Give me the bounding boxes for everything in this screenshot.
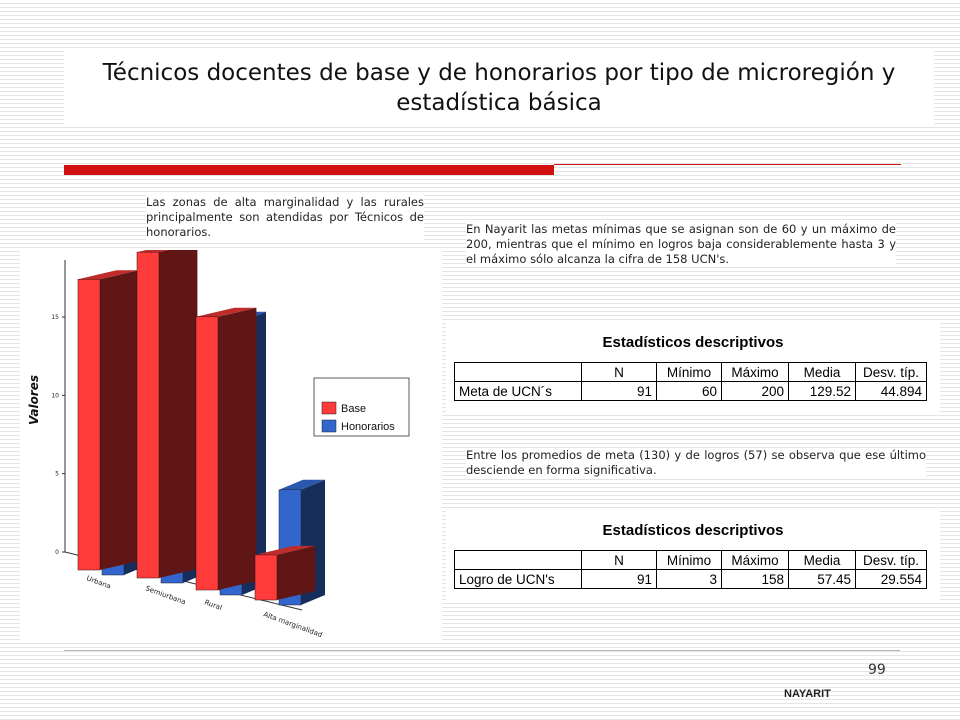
title-panel: Técnicos docentes de base y de honorario… <box>64 50 934 126</box>
bar-base-side <box>159 243 198 578</box>
cell-sd: 29.554 <box>855 569 927 589</box>
legend-label: Honorarios <box>341 421 395 433</box>
bar-base-side <box>277 545 316 600</box>
cell-sd: 44.894 <box>855 381 927 401</box>
cell-n: 91 <box>581 569 657 589</box>
legend-swatch <box>321 401 337 415</box>
cell-mean: 129.52 <box>788 381 856 401</box>
bar-base <box>195 316 219 591</box>
footer-divider <box>64 650 900 651</box>
y-tick-label: 0 <box>55 549 59 556</box>
x-tick-label: Urbana <box>85 574 112 590</box>
legend-label: Base <box>341 403 366 415</box>
bar-base-top <box>78 270 139 280</box>
y-tick-label: 15 <box>51 314 59 321</box>
table-row: Logro de UCN's 91 3 158 57.45 29.554 <box>454 569 927 589</box>
header-cell: N <box>581 550 657 570</box>
footer-label: NAYARIT <box>784 688 831 700</box>
bar-base <box>136 251 160 579</box>
header-cell: N <box>581 362 657 382</box>
row-label: Meta de UCN´s <box>454 381 582 401</box>
bar-base <box>254 554 278 601</box>
stats-table: N Mínimo Máximo Media Desv. típ. Logro d… <box>454 550 927 589</box>
table-header-row: N Mínimo Máximo Media Desv. típ. <box>454 362 927 382</box>
header-cell: Máximo <box>721 362 789 382</box>
x-tick-label: Semiurbana <box>144 584 186 606</box>
x-tick-label: Rural <box>203 598 223 612</box>
bar-base <box>77 279 101 571</box>
bar-base-side <box>100 270 139 570</box>
accent-bar <box>64 165 554 175</box>
bar-honorarios-top <box>279 479 325 490</box>
header-cell <box>454 362 582 382</box>
stats-table: N Mínimo Máximo Media Desv. típ. Meta de… <box>454 362 927 401</box>
cell-max: 158 <box>721 569 789 589</box>
chart-panel: 0 5 10 15 Valores Urbana Semiurbana Rural Alta m… <box>20 243 442 640</box>
cell-max: 200 <box>721 381 789 401</box>
cell-min: 60 <box>656 381 722 401</box>
header-cell <box>454 550 582 570</box>
note-bottom: Entre los promedios de meta (130) y de l… <box>466 448 926 478</box>
bar-base-top <box>196 307 257 317</box>
header-cell: Desv. típ. <box>855 362 927 382</box>
page-title: Técnicos docentes de base y de honorario… <box>102 60 896 116</box>
stats-title: Estadísticos descriptivos <box>602 522 784 539</box>
page-number: 99 <box>868 662 886 678</box>
bar-base-side <box>218 307 257 590</box>
y-tick-label: 10 <box>51 392 59 399</box>
cell-mean: 57.45 <box>788 569 856 589</box>
x-tick-label: Alta marginalidad <box>262 610 323 639</box>
stats-table-logro: Estadísticos descriptivos N Mínimo Máxim… <box>446 510 940 602</box>
y-tick-label: 5 <box>55 471 59 478</box>
row-label: Logro de UCN's <box>454 569 582 589</box>
cell-min: 3 <box>656 569 722 589</box>
header-cell: Mínimo <box>656 362 722 382</box>
table-row: Meta de UCN´s 91 60 200 129.52 44.894 <box>454 381 927 401</box>
header-cell: Mínimo <box>656 550 722 570</box>
header-cell: Media <box>788 362 856 382</box>
note-right: En Nayarit las metas mínimas que se asig… <box>466 222 896 267</box>
stats-table-meta: Estadísticos descriptivos N Mínimo Máxim… <box>446 322 940 414</box>
header-cell: Media <box>788 550 856 570</box>
header-cell: Desv. típ. <box>855 550 927 570</box>
bar-base-top <box>255 545 316 555</box>
cell-n: 91 <box>581 381 657 401</box>
table-header-row: N Mínimo Máximo Media Desv. típ. <box>454 550 927 570</box>
y-axis-label: Valores <box>27 375 41 425</box>
header-cell: Máximo <box>721 550 789 570</box>
accent-line <box>554 164 901 165</box>
stats-title: Estadísticos descriptivos <box>602 334 784 351</box>
bar-chart: 0 5 10 15 Valores Urbana Semiurbana Rural Alta m… <box>27 243 410 639</box>
legend-swatch <box>321 419 337 433</box>
note-left: Las zonas de alta marginalidad y las rur… <box>146 195 424 240</box>
